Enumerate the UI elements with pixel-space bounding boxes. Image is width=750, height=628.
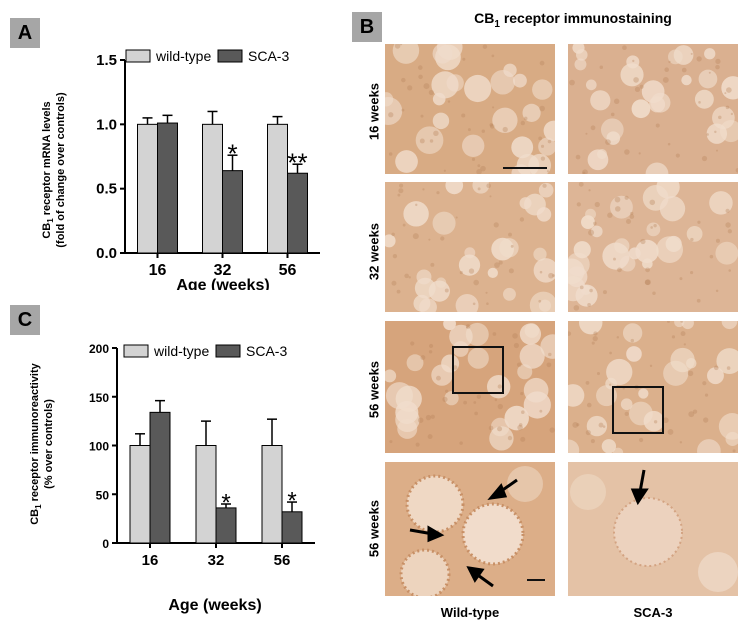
col-label-wild-type: Wild-type: [440, 605, 500, 620]
significance-marker: *: [221, 489, 230, 516]
panel-letter-b: B: [352, 12, 382, 42]
row-label-16-weeks: 16 weeks: [366, 82, 382, 141]
micrograph-sca3-32: [568, 182, 738, 312]
bar-sca3-32: [222, 170, 243, 254]
y-tick-label: 50: [96, 488, 110, 502]
micrograph-sca3-56: [568, 321, 738, 453]
x-tick-label: 16: [149, 262, 167, 279]
chart-c-xlabel: Age (weeks): [168, 597, 261, 614]
arrow-icon: [630, 469, 649, 506]
bar-sca3-56: [287, 172, 308, 254]
svg-text:(% over controls): (% over controls): [43, 399, 55, 489]
bar-sca3-32: [215, 507, 237, 544]
x-tick-label: 32: [208, 552, 225, 569]
row-label-56-weeks: 56 weeks: [366, 360, 382, 419]
col-label-sca3: SCA-3: [633, 605, 673, 620]
chart-a-xlabel: Age (weeks): [176, 277, 269, 290]
bar-wild-type-56: [267, 123, 288, 254]
chart-a-ylabel: CB1 receptor mRNA levels (fold of change…: [41, 92, 67, 248]
legend-label-wild-type: wild-type: [153, 343, 209, 359]
significance-marker: **: [287, 147, 307, 177]
chart-c: CB1 receptor immunoreactivity (% over co…: [29, 342, 315, 614]
bar-sca3-16: [149, 411, 171, 544]
x-tick-label: 56: [274, 552, 291, 569]
significance-marker: *: [287, 487, 296, 514]
arrow-icon: [487, 478, 518, 501]
x-tick-label: 32: [214, 262, 232, 279]
bar-sca3-16: [157, 122, 178, 254]
legend-label-sca3: SCA-3: [248, 48, 289, 64]
legend-swatch-wild-type: [125, 49, 151, 63]
y-tick-label: 200: [89, 342, 109, 356]
micrograph-wt-16: [385, 44, 555, 174]
bar-wild-type-16: [129, 445, 151, 544]
arrow-icon: [466, 566, 494, 588]
bar-wild-type-56: [261, 445, 283, 544]
row-label-56-weeks-zoom: 56 weeks: [366, 499, 382, 558]
panel-b-title: CB1 receptor immunostaining: [474, 10, 672, 30]
y-tick-label: 0.0: [96, 245, 117, 262]
micrograph-sca3-56-zoom: [568, 462, 738, 596]
svg-text:CB1 receptor mRNA levels: CB1 receptor mRNA levels: [41, 101, 55, 238]
legend-swatch-wild-type: [123, 344, 149, 358]
bar-wild-type-32: [202, 123, 223, 254]
micrograph-wt-32: [385, 182, 555, 312]
chart-a: CB1 receptor mRNA levels (fold of change…: [41, 48, 320, 290]
chart-c-ylabel: CB1 receptor immunoreactivity (% over co…: [29, 362, 55, 524]
panel-letter-c: C: [10, 305, 40, 335]
micrograph-sca3-16: [568, 44, 738, 174]
significance-marker: *: [227, 138, 237, 168]
zoom-box: [612, 386, 664, 434]
row-label-32-weeks: 32 weeks: [366, 222, 382, 281]
y-tick-label: 150: [89, 391, 109, 405]
y-tick-label: 0.5: [96, 181, 117, 198]
panel-letter-a: A: [10, 18, 40, 48]
legend-swatch-sca3: [217, 49, 243, 63]
zoom-box: [452, 346, 504, 394]
y-tick-label: 1.5: [96, 52, 117, 69]
svg-text:(fold of change over controls): (fold of change over controls): [55, 92, 67, 248]
micrograph-wt-56: [385, 321, 555, 453]
y-tick-label: 100: [89, 440, 109, 454]
bar-wild-type-16: [137, 123, 158, 254]
legend-swatch-sca3: [215, 344, 241, 358]
svg-text:CB1 receptor immunoreactivity: CB1 receptor immunoreactivity: [29, 362, 43, 524]
bar-wild-type-32: [195, 445, 217, 544]
x-tick-label: 16: [142, 552, 159, 569]
x-tick-label: 56: [279, 262, 297, 279]
legend-label-sca3: SCA-3: [246, 343, 287, 359]
legend-label-wild-type: wild-type: [155, 48, 211, 64]
bar-sca3-56: [281, 511, 303, 544]
arrow-icon: [409, 525, 445, 543]
micrograph-wt-56-zoom: [385, 462, 555, 596]
y-tick-label: 1.0: [96, 116, 117, 133]
y-tick-label: 0: [102, 537, 109, 551]
